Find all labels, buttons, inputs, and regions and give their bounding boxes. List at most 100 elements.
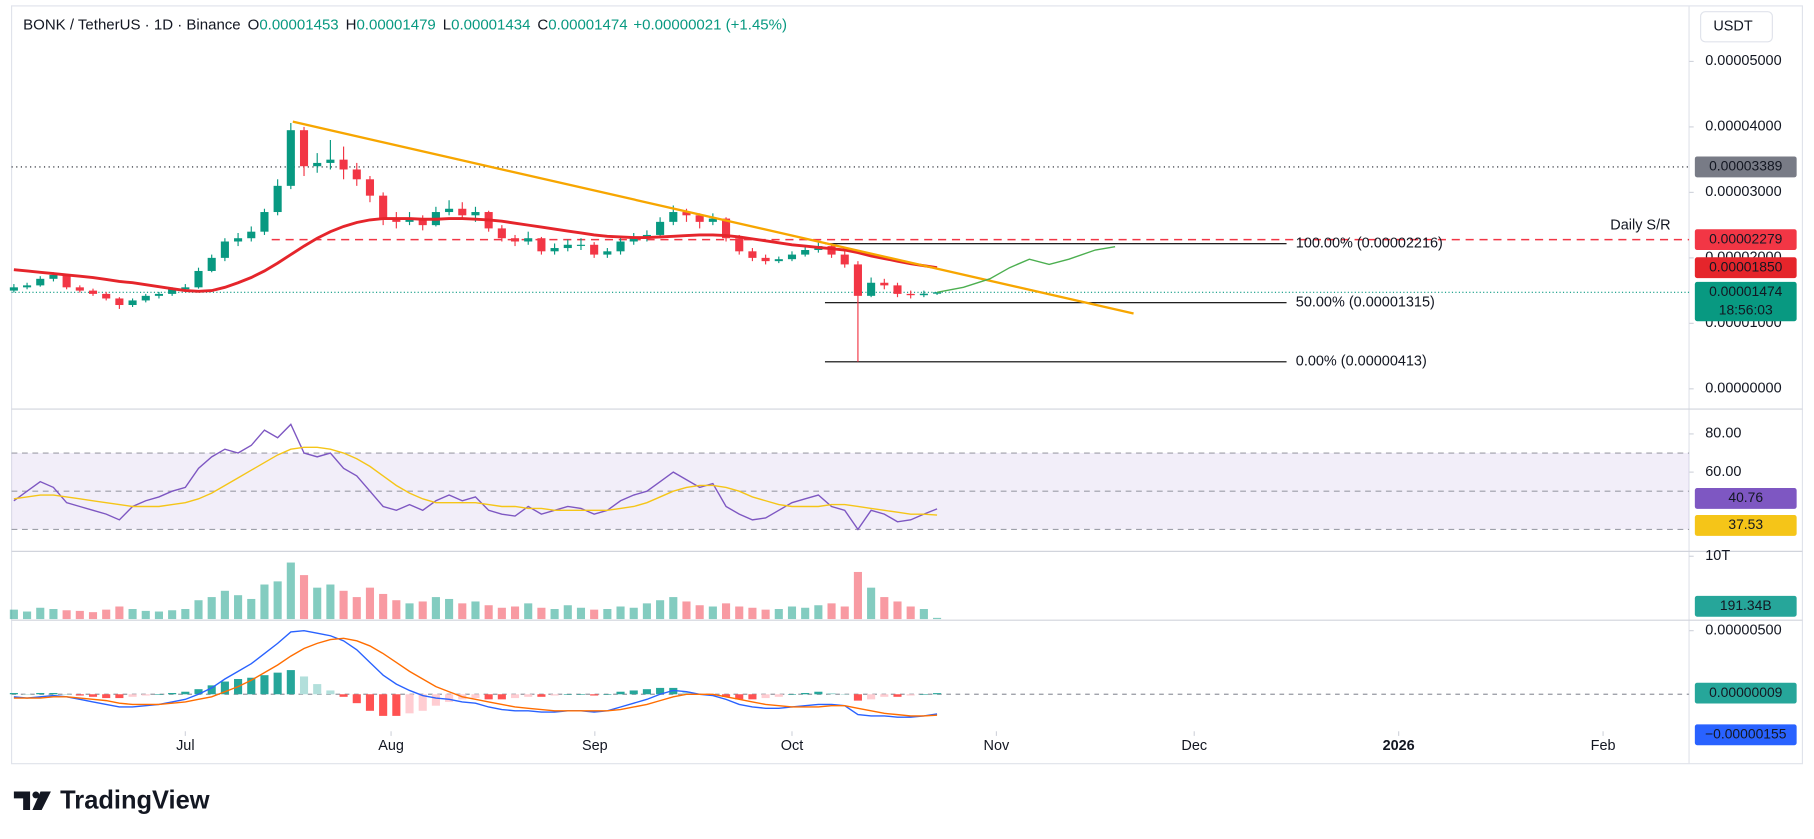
- macd-histogram-bar: [128, 694, 137, 697]
- volume-bar: [563, 605, 572, 620]
- candle-body: [682, 212, 691, 216]
- volume-bar: [814, 605, 823, 620]
- macd-histogram-bar: [735, 694, 744, 700]
- volume-bar: [471, 601, 480, 620]
- macd-histogram-bar: [576, 694, 586, 695]
- volume-bar: [484, 605, 493, 620]
- axis-badge-label: 191.34B: [1720, 597, 1772, 613]
- candle-body: [62, 274, 71, 288]
- currency-label[interactable]: USDT: [1713, 19, 1753, 35]
- volume-bar: [141, 610, 150, 620]
- macd-histogram-bar: [893, 694, 902, 697]
- volume-bar: [537, 607, 546, 620]
- volume-bar: [458, 603, 467, 620]
- x-tick-label: Oct: [781, 738, 803, 754]
- ohlc-value: 0.00001479: [356, 17, 435, 34]
- ohlc-value: 0.00001453: [259, 17, 338, 34]
- candle-body: [695, 215, 704, 222]
- candle-body: [458, 208, 467, 216]
- axis-badge: [1694, 595, 1797, 617]
- macd-histogram-bar: [247, 677, 256, 695]
- macd-histogram-bar: [207, 685, 216, 695]
- candle-body: [128, 300, 137, 306]
- macd-histogram-bar: [867, 694, 876, 700]
- candle-body: [537, 238, 546, 252]
- candle-body: [207, 257, 216, 271]
- volume-bar: [115, 606, 124, 620]
- candle-body: [286, 130, 295, 186]
- macd-histogram-bar: [853, 694, 862, 701]
- candle-body: [313, 162, 322, 167]
- volume-bar: [313, 587, 322, 620]
- candle-body: [379, 195, 388, 219]
- macd-histogram-bar: [115, 694, 124, 699]
- axis-badge: [1694, 682, 1797, 704]
- volume-bar: [867, 587, 876, 620]
- macd-histogram-bar: [497, 694, 506, 700]
- macd-histogram-bar: [299, 676, 309, 695]
- chart-frame: [10, 5, 1804, 765]
- candle-body: [168, 289, 177, 294]
- macd-histogram-bar: [220, 681, 229, 695]
- volume-bar: [207, 597, 216, 620]
- macd-histogram-bar: [642, 689, 651, 695]
- ohlc-value: 0.00001434: [451, 17, 530, 34]
- support-label: Daily S/R: [1610, 218, 1670, 234]
- y-tick-label: 0.00000000: [1705, 381, 1781, 397]
- candle-body: [603, 251, 612, 255]
- plot-layer: 0.000050000.000040000.000030000.00002000…: [9, 53, 1797, 754]
- candle-body: [563, 244, 572, 249]
- axis-badge: [1694, 724, 1797, 746]
- candle-body: [102, 293, 111, 299]
- volume-bar: [234, 595, 243, 620]
- volume-bar: [339, 590, 348, 620]
- macd-histogram-bar: [537, 694, 546, 697]
- volume-bar: [36, 607, 45, 620]
- trendline: [292, 120, 1134, 315]
- volume-bar: [247, 598, 256, 620]
- volume-bar: [550, 609, 559, 620]
- axis-badge-label: 0.00002279: [1709, 230, 1783, 246]
- change: +0.00000021 (+1.45%): [633, 17, 787, 34]
- fib-label: 0.00% (0.00000413): [1296, 354, 1427, 370]
- macd-histogram-bar: [656, 687, 665, 695]
- candle-body: [656, 221, 665, 235]
- candle-body: [735, 238, 744, 252]
- macd-histogram-bar: [49, 692, 58, 695]
- volume-bar: [880, 597, 889, 620]
- candle-body: [115, 298, 124, 306]
- axis-badge-label: 0.00003389: [1709, 158, 1783, 174]
- candle-body: [36, 278, 45, 286]
- candle-body: [827, 246, 836, 255]
- macd-histogram-bar: [273, 672, 282, 695]
- y-tick-label: 0.00000500: [1705, 622, 1781, 638]
- candle-body: [721, 218, 731, 239]
- volume-bar: [220, 590, 229, 620]
- volume-bar: [933, 617, 942, 620]
- macd-histogram-bar: [339, 694, 348, 697]
- x-tick-label: Nov: [984, 738, 1010, 754]
- volume-bar: [62, 610, 71, 620]
- candle-body: [220, 241, 229, 258]
- volume-bar: [682, 601, 691, 620]
- candle-body: [550, 248, 559, 252]
- candle-body: [247, 231, 256, 239]
- x-tick-label: 2026: [1383, 738, 1415, 754]
- currency-button[interactable]: [1700, 11, 1773, 43]
- macd-histogram-bar: [550, 694, 559, 696]
- candle-body: [418, 218, 427, 226]
- volume-bar: [840, 606, 849, 620]
- ohlc-key: C: [537, 17, 548, 34]
- volume-bar: [102, 609, 111, 620]
- macd-histogram-bar: [286, 670, 295, 695]
- volume-bar: [761, 609, 770, 620]
- candle-body: [181, 287, 190, 290]
- candle-body: [880, 282, 889, 286]
- volume-bar: [9, 609, 18, 620]
- volume-bar: [299, 575, 309, 620]
- volume-bar: [23, 611, 32, 620]
- x-tick-label: Jul: [176, 738, 194, 754]
- macd-histogram-bar: [787, 694, 797, 695]
- logo-mark: [32, 791, 40, 799]
